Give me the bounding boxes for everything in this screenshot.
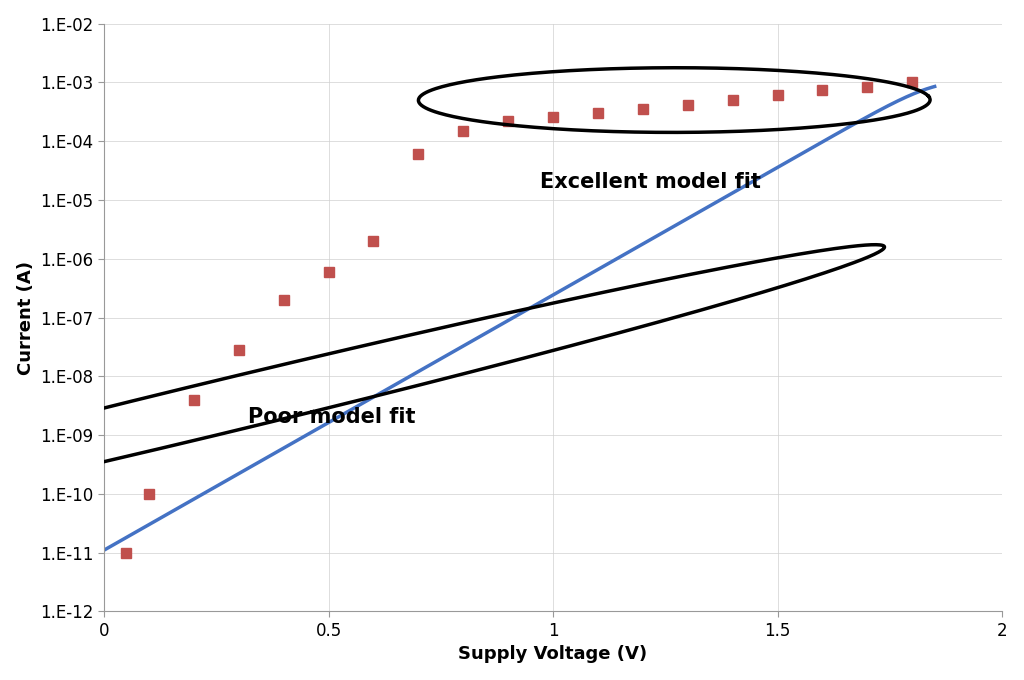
X-axis label: Supply Voltage (V): Supply Voltage (V): [459, 645, 647, 663]
Text: Excellent model fit: Excellent model fit: [540, 172, 761, 192]
Text: Poor model fit: Poor model fit: [248, 407, 415, 428]
Y-axis label: Current (A): Current (A): [16, 260, 35, 375]
